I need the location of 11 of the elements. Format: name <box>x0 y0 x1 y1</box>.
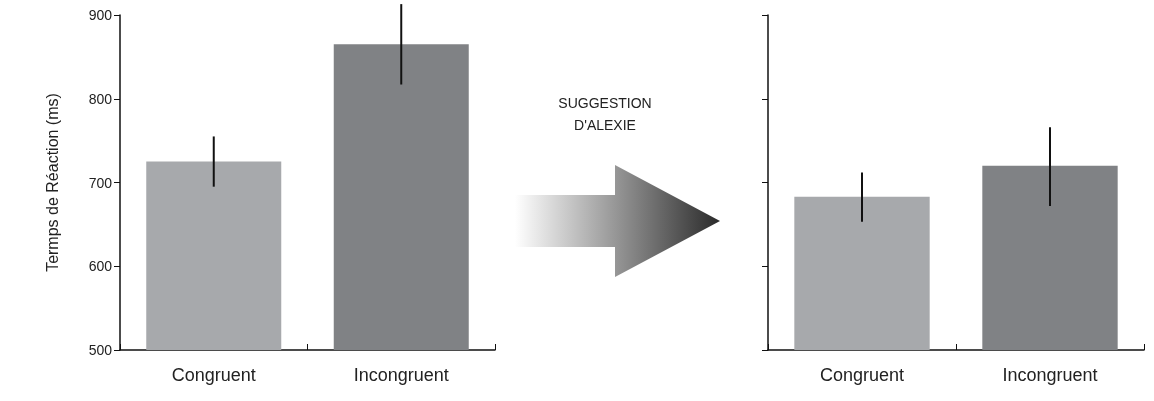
x-tick-label: Congruent <box>819 365 905 385</box>
text: SUGGESTION D'ALEXIE <box>557 94 653 135</box>
y-tick-label: 700 <box>88 174 113 191</box>
y-tick-label: 900 <box>88 7 113 23</box>
y-tick-label: 800 <box>88 90 113 107</box>
y-tick-label: 600 <box>88 258 113 275</box>
x-tick-label: Incongruent <box>353 365 449 385</box>
x-tick-label: Congruent <box>171 365 256 385</box>
y-tick-label: 500 <box>88 342 113 358</box>
y-axis-title: Termps de Réaction (ms) <box>43 93 61 272</box>
x-tick-label: Incongruent <box>1002 365 1098 385</box>
